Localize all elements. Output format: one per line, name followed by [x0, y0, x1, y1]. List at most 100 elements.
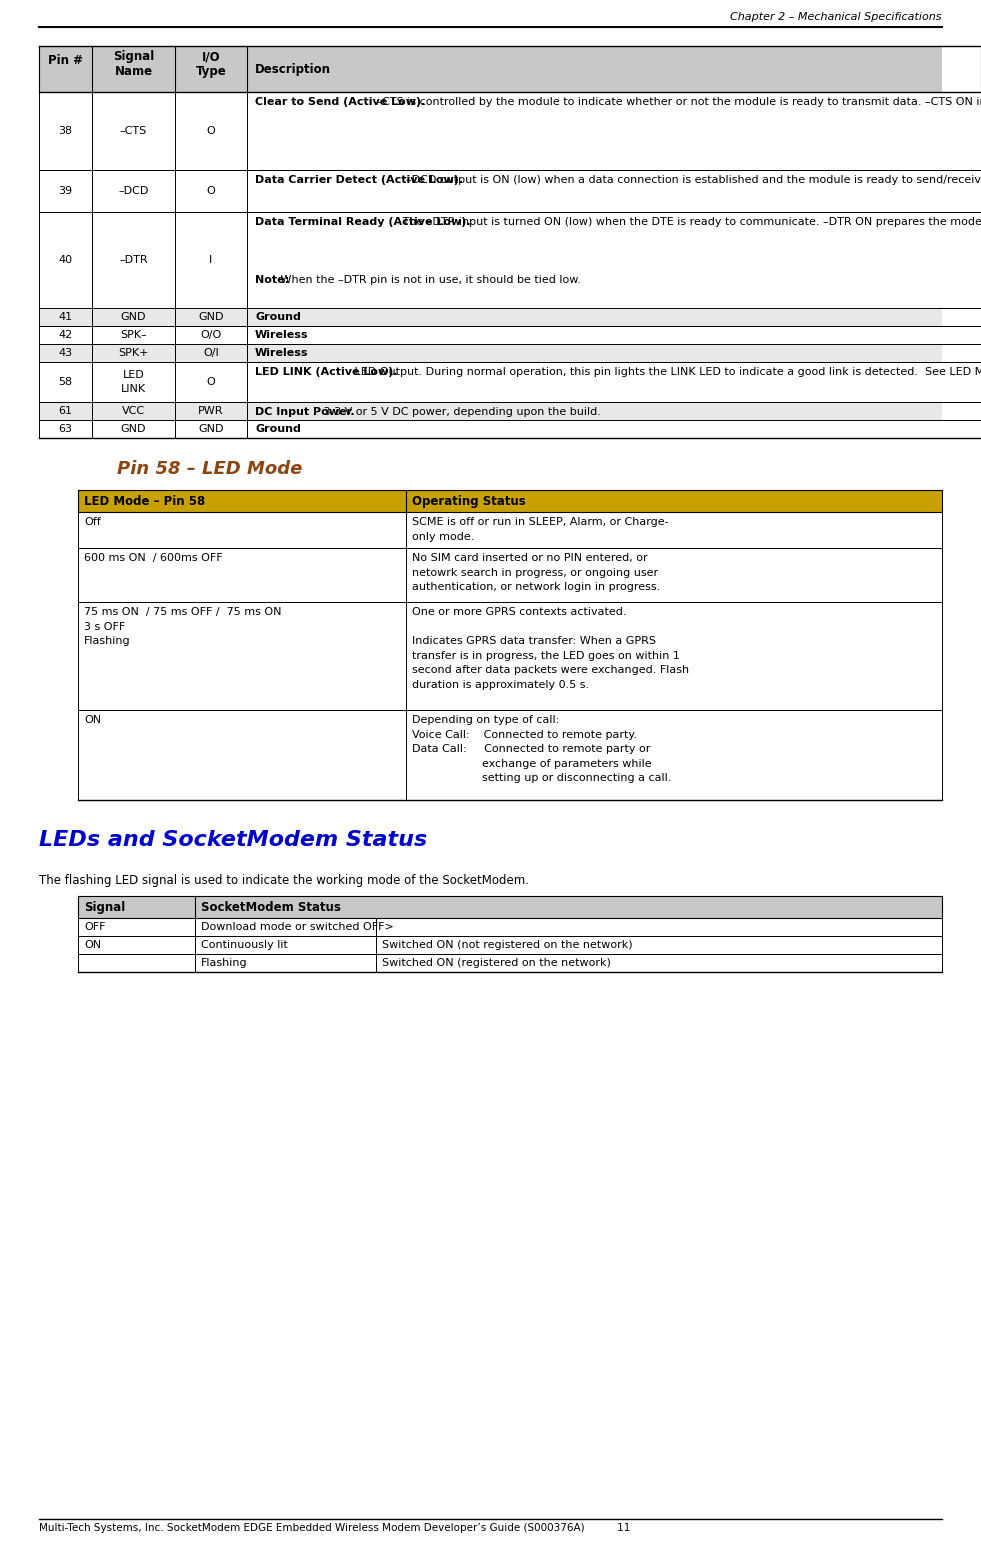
Text: only mode.: only mode. — [412, 532, 475, 541]
Text: Switched ON (registered on the network): Switched ON (registered on the network) — [382, 959, 611, 968]
Text: LEDs and SocketModem Status: LEDs and SocketModem Status — [39, 831, 428, 851]
Text: When the –DTR pin is not in use, it should be tied low.: When the –DTR pin is not in use, it shou… — [277, 274, 581, 285]
Text: O: O — [207, 186, 216, 196]
Text: Voice Call:    Connected to remote party.: Voice Call: Connected to remote party. — [412, 729, 638, 740]
Bar — [39, 362, 942, 402]
Bar — [78, 603, 942, 710]
Text: ON: ON — [84, 940, 101, 949]
Text: 40: 40 — [59, 254, 73, 265]
Text: –CTS: –CTS — [120, 126, 147, 136]
Text: I: I — [209, 254, 213, 265]
Text: No SIM card inserted or no PIN entered, or: No SIM card inserted or no PIN entered, … — [412, 553, 647, 562]
Text: Pin #: Pin # — [48, 54, 83, 66]
Text: O/O: O/O — [200, 330, 222, 341]
Text: Operating Status: Operating Status — [412, 495, 526, 507]
Text: Signal: Signal — [84, 900, 126, 914]
Bar — [78, 490, 942, 512]
Text: The –DTR input is turned ON (low) when the DTE is ready to communicate. –DTR ON : The –DTR input is turned ON (low) when t… — [399, 217, 981, 227]
Bar — [39, 46, 942, 92]
Text: PWR: PWR — [198, 405, 224, 416]
Text: Signal
Name: Signal Name — [113, 49, 154, 79]
Text: VCC: VCC — [122, 405, 145, 416]
Text: Ground: Ground — [255, 311, 301, 322]
Text: authentication, or network login in progress.: authentication, or network login in prog… — [412, 582, 660, 592]
Text: Chapter 2 – Mechanical Specifications: Chapter 2 – Mechanical Specifications — [731, 12, 942, 22]
Text: exchange of parameters while: exchange of parameters while — [412, 758, 652, 769]
Text: Depending on type of call:: Depending on type of call: — [412, 715, 559, 724]
Text: SPK+: SPK+ — [119, 348, 149, 358]
Bar — [39, 213, 942, 308]
Text: SCME is off or run in SLEEP, Alarm, or Charge-: SCME is off or run in SLEEP, Alarm, or C… — [412, 516, 669, 527]
Text: Wireless: Wireless — [255, 348, 308, 358]
Text: 58: 58 — [59, 378, 73, 387]
Bar — [78, 710, 942, 800]
Text: Off: Off — [84, 516, 101, 527]
Text: –DTR: –DTR — [119, 254, 148, 265]
Text: OFF: OFF — [84, 922, 106, 932]
Text: 38: 38 — [59, 126, 73, 136]
Text: LED Mode – Pin 58: LED Mode – Pin 58 — [84, 495, 205, 507]
Text: Data Call:     Connected to remote party or: Data Call: Connected to remote party or — [412, 744, 650, 754]
Text: netowrk search in progress, or ongoing user: netowrk search in progress, or ongoing u… — [412, 567, 658, 578]
Bar — [78, 512, 942, 549]
Text: One or more GPRS contexts activated.: One or more GPRS contexts activated. — [412, 607, 627, 616]
Text: Download mode or switched OFF>: Download mode or switched OFF> — [201, 922, 393, 932]
Text: LED LINK (Active Low).: LED LINK (Active Low). — [255, 367, 397, 378]
Bar — [39, 308, 942, 327]
Text: –DCD output is ON (low) when a data connection is established and the module is : –DCD output is ON (low) when a data conn… — [399, 176, 981, 185]
Text: Flashing: Flashing — [201, 959, 247, 968]
Bar — [78, 549, 942, 603]
Text: transfer is in progress, the LED goes on within 1: transfer is in progress, the LED goes on… — [412, 650, 680, 661]
Text: Indicates GPRS data transfer: When a GPRS: Indicates GPRS data transfer: When a GPR… — [412, 636, 656, 646]
Text: 39: 39 — [59, 186, 73, 196]
Text: LED Output. During normal operation, this pin lights the LINK LED to indicate a : LED Output. During normal operation, thi… — [351, 367, 981, 378]
Text: O/I: O/I — [203, 348, 219, 358]
Text: SocketModem Status: SocketModem Status — [201, 900, 340, 914]
Text: 3.3 V or 5 V DC power, depending upon the build.: 3.3 V or 5 V DC power, depending upon th… — [321, 407, 601, 418]
Text: duration is approximately 0.5 s.: duration is approximately 0.5 s. — [412, 680, 590, 689]
Text: setting up or disconnecting a call.: setting up or disconnecting a call. — [412, 774, 672, 783]
Text: O: O — [207, 378, 216, 387]
Bar — [78, 918, 942, 935]
Text: 63: 63 — [59, 424, 73, 435]
Bar — [39, 402, 942, 421]
Text: Data Carrier Detect (Active Low).: Data Carrier Detect (Active Low). — [255, 176, 463, 185]
Text: 600 ms ON  / 600ms OFF: 600 ms ON / 600ms OFF — [84, 553, 223, 562]
Bar — [39, 344, 942, 362]
Bar — [78, 935, 942, 954]
Bar — [39, 92, 942, 170]
Text: The flashing LED signal is used to indicate the working mode of the SocketModem.: The flashing LED signal is used to indic… — [39, 874, 529, 888]
Bar — [39, 327, 942, 344]
Text: SPK–: SPK– — [120, 330, 147, 341]
Text: –CTS is controlled by the module to indicate whether or not the module is ready : –CTS is controlled by the module to indi… — [373, 97, 981, 106]
Text: 43: 43 — [59, 348, 73, 358]
Text: Multi-Tech Systems, Inc. SocketModem EDGE Embedded Wireless Modem Developer’s Gu: Multi-Tech Systems, Inc. SocketModem EDG… — [39, 1523, 631, 1533]
Text: 61: 61 — [59, 405, 73, 416]
Text: Continuously lit: Continuously lit — [201, 940, 287, 949]
Text: Clear to Send (Active Low).: Clear to Send (Active Low). — [255, 97, 426, 106]
Text: Pin 58 – LED Mode: Pin 58 – LED Mode — [117, 461, 302, 478]
Bar — [78, 895, 942, 918]
Text: GND: GND — [121, 311, 146, 322]
Text: GND: GND — [121, 424, 146, 435]
Text: –DCD: –DCD — [119, 186, 149, 196]
Text: Data Terminal Ready (Active Low).: Data Terminal Ready (Active Low). — [255, 217, 471, 227]
Text: Ground: Ground — [255, 424, 301, 435]
Text: Switched ON (not registered on the network): Switched ON (not registered on the netwo… — [382, 940, 633, 949]
Bar — [78, 954, 942, 972]
Text: LINK: LINK — [121, 384, 146, 394]
Text: O: O — [207, 126, 216, 136]
Text: I/O
Type: I/O Type — [195, 49, 227, 79]
Text: 42: 42 — [59, 330, 73, 341]
Text: LED: LED — [123, 370, 144, 379]
Text: Flashing: Flashing — [84, 636, 130, 646]
Text: 75 ms ON  / 75 ms OFF /  75 ms ON: 75 ms ON / 75 ms OFF / 75 ms ON — [84, 607, 282, 616]
Bar — [39, 421, 942, 438]
Text: Note:: Note: — [255, 274, 289, 285]
Text: ON: ON — [84, 715, 101, 724]
Text: 3 s OFF: 3 s OFF — [84, 621, 126, 632]
Text: GND: GND — [198, 311, 224, 322]
Text: DC Input Power.: DC Input Power. — [255, 407, 354, 418]
Text: Wireless: Wireless — [255, 330, 308, 341]
Text: 41: 41 — [59, 311, 73, 322]
